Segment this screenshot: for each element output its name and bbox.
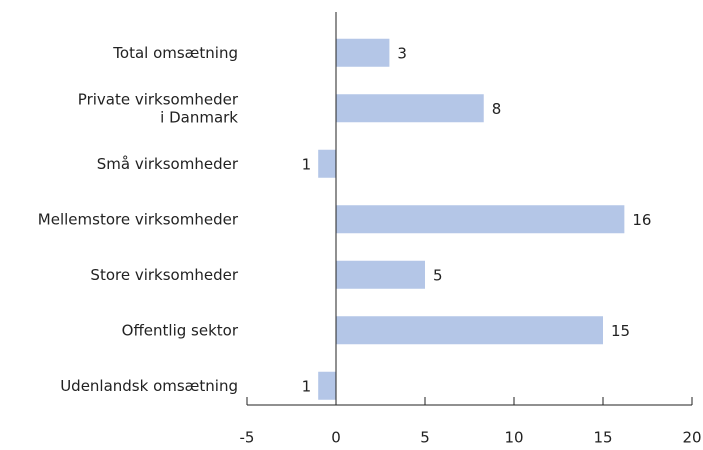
bar [318, 149, 336, 178]
value-label: 15 [611, 322, 630, 340]
y-tick-label: Total omsætning [112, 43, 238, 61]
y-tick-label: Mellemstore virksomheder [38, 210, 239, 228]
bar [336, 94, 484, 123]
label-line: Udenlandsk omsætning [60, 376, 238, 394]
bar [336, 205, 625, 234]
value-label: 1 [302, 377, 312, 395]
value-label: 8 [492, 100, 502, 118]
bar [336, 38, 390, 67]
y-tick-label: Offentlig sektor [122, 321, 239, 339]
label-line: Total omsætning [112, 43, 238, 61]
x-tick-label: 15 [593, 429, 612, 447]
label-line: Store virksomheder [90, 265, 238, 283]
y-tick-label: Private virksomheder i Danmark [78, 90, 239, 126]
x-tick-label: 20 [682, 429, 701, 447]
y-tick-label: Store virksomheder [90, 265, 238, 283]
x-tick-label: 0 [331, 429, 341, 447]
value-label: 1 [302, 155, 312, 173]
value-label: 3 [397, 44, 407, 62]
label-line: i Danmark [160, 108, 238, 126]
bar [336, 316, 603, 345]
x-tick-label: -5 [240, 429, 255, 447]
label-line: Offentlig sektor [122, 321, 239, 339]
value-label: 5 [433, 266, 443, 284]
label-line: Mellemstore virksomheder [38, 210, 239, 228]
y-tick-label: Udenlandsk omsætning [60, 376, 238, 394]
bar [336, 260, 425, 289]
y-tick-label: Små virksomheder [97, 154, 239, 172]
value-label: 16 [632, 211, 651, 229]
x-tick-label: 10 [504, 429, 523, 447]
label-line: Private virksomheder [78, 90, 239, 108]
label-line: Små virksomheder [97, 154, 239, 172]
bar [318, 371, 336, 400]
x-tick-label: 5 [420, 429, 430, 447]
